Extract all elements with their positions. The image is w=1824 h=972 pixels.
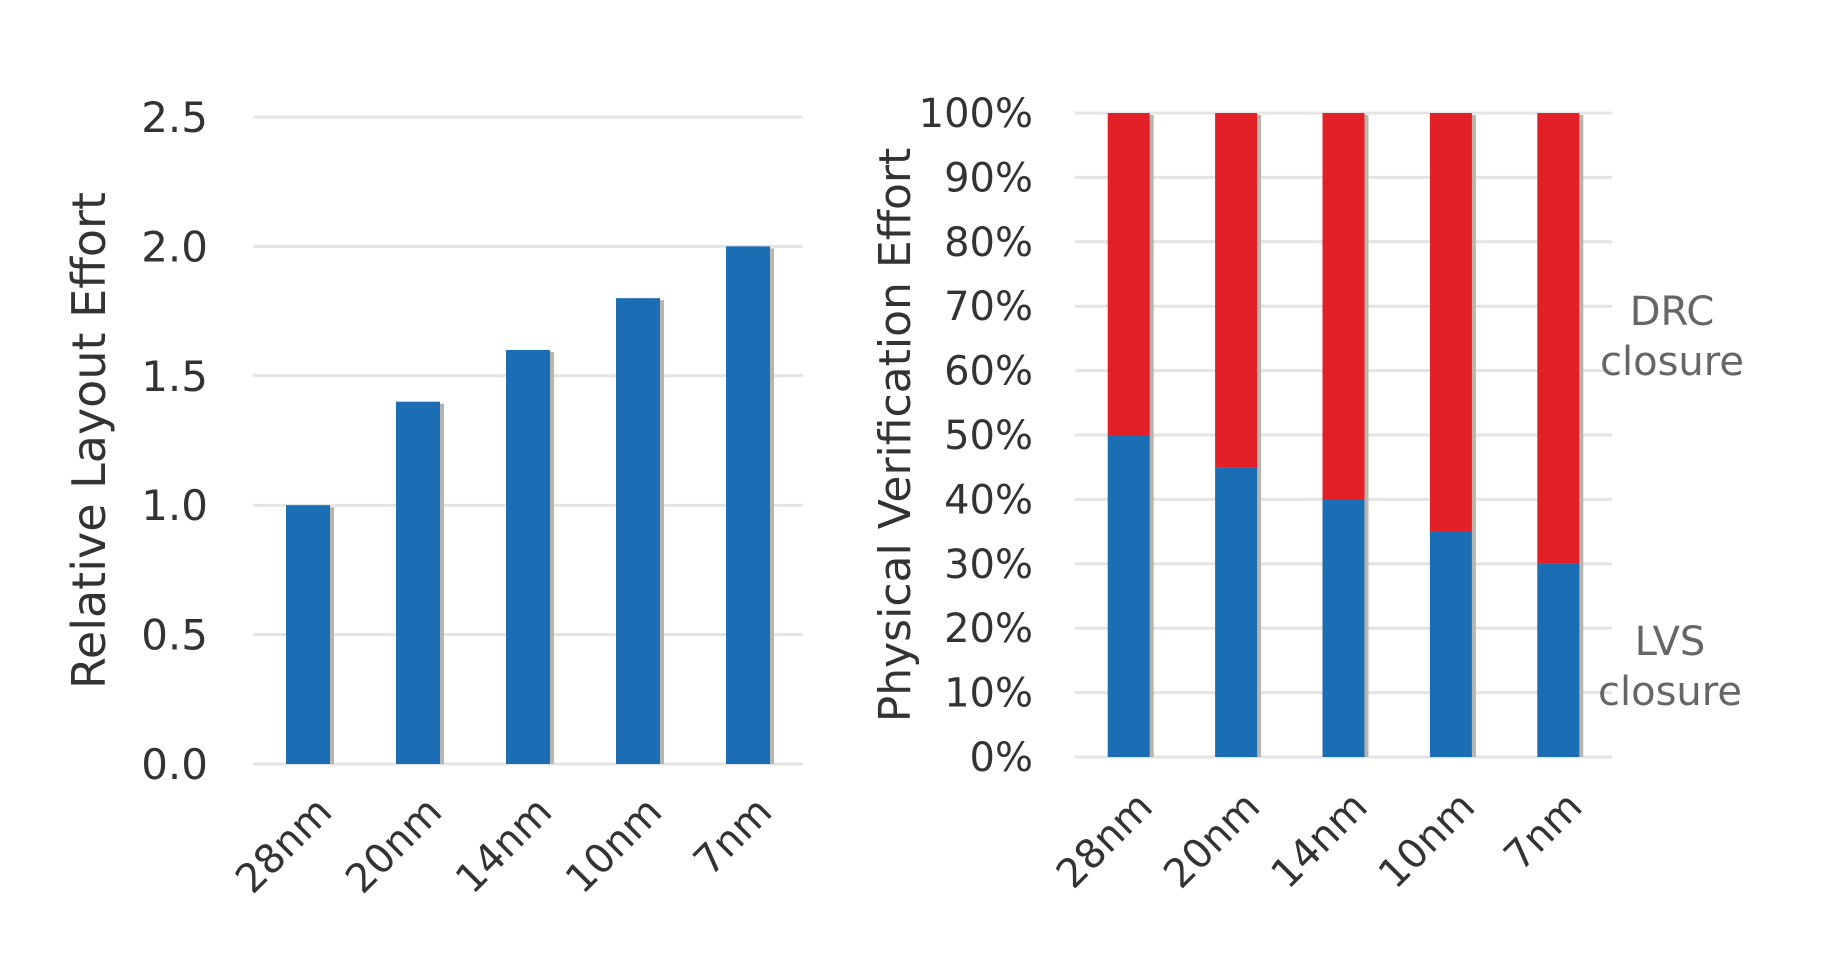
y-tick-label: 1.0 — [141, 481, 208, 530]
x-tick-label: 7nm — [1495, 784, 1591, 880]
x-tick-label: 7nm — [685, 789, 781, 885]
y-tick-label: 0.0 — [141, 740, 208, 789]
y-tick-label: 10% — [944, 671, 1033, 717]
lvs-bar-segment — [1429, 531, 1472, 757]
y-tick-label: 2.5 — [141, 93, 208, 142]
drc-bar-segment — [1215, 113, 1258, 468]
y-tick-label: 20% — [944, 606, 1033, 652]
bar — [616, 298, 660, 764]
y-tick-label: 40% — [944, 477, 1033, 523]
x-tick-label: 28nm — [1048, 784, 1162, 898]
verification-effort-chart: 0% 10% 20% 30% 40% 50% 60% 70% 80% 90% 100% 28nm20n… — [870, 91, 1744, 898]
y-tick-label: 50% — [944, 413, 1033, 459]
y-axis-title: Relative Layout Effort — [62, 192, 116, 689]
y-tick-label: 2.0 — [141, 222, 208, 271]
y-tick-label: 0% — [970, 735, 1033, 781]
drc-closure-label-line2: closure — [1600, 339, 1744, 385]
y-tick-label: 80% — [944, 220, 1033, 266]
drc-bar-segment — [1537, 113, 1580, 564]
drc-bar-segment — [1322, 113, 1365, 500]
lvs-bar-segment — [1107, 435, 1150, 757]
lvs-closure-label-line1: LVS — [1635, 619, 1706, 665]
x-tick-label: 14nm — [447, 789, 561, 903]
y-tick-label: 1.5 — [141, 352, 208, 401]
x-tick-label: 10nm — [557, 789, 671, 903]
lvs-closure-label-line2: closure — [1598, 669, 1742, 715]
y-tick-label: 30% — [944, 542, 1033, 588]
y-tick-label: 60% — [944, 349, 1033, 395]
lvs-bar-segment — [1537, 563, 1580, 757]
drc-closure-label-line1: DRC — [1630, 289, 1715, 335]
lvs-bar-segment — [1215, 467, 1258, 757]
drc-bar-segment — [1429, 113, 1472, 532]
bar — [506, 349, 550, 764]
x-tick-label: 20nm — [1155, 784, 1269, 898]
y-tick-label: 0.5 — [141, 611, 208, 660]
y-axis-title: Physical Verification Effort — [870, 148, 921, 723]
drc-bar-segment — [1107, 113, 1150, 435]
x-tick-label: 28nm — [227, 789, 341, 903]
bar — [726, 246, 770, 764]
y-tick-label: 70% — [944, 284, 1033, 330]
x-tick-label: 14nm — [1263, 784, 1377, 898]
bar — [286, 505, 330, 764]
y-tick-label: 100% — [919, 91, 1033, 137]
y-tick-label: 90% — [944, 155, 1033, 201]
bar — [396, 401, 440, 764]
x-tick-label: 20nm — [337, 789, 451, 903]
x-tick-label: 10nm — [1370, 784, 1484, 898]
lvs-bar-segment — [1322, 499, 1365, 757]
